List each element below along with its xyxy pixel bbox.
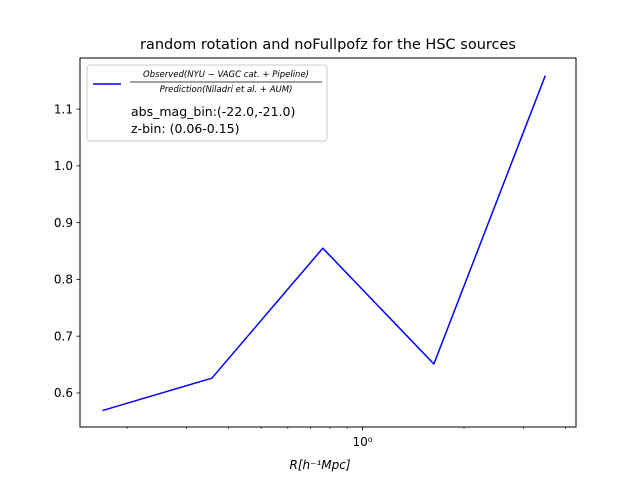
y-tick-label: 0.6	[54, 386, 73, 400]
y-axis: 0.6 0.7 0.8 0.9 1.0 1.1	[54, 102, 80, 400]
legend-annotation-mag-bin: abs_mag_bin:(-22.0,-21.0)	[131, 104, 295, 119]
legend: Observed(NYU − VAGC cat. + Pipeline) Pre…	[86, 64, 328, 142]
legend-frame	[86, 64, 328, 142]
x-axis-label: R[h⁻¹Mpc]	[289, 458, 350, 472]
y-tick-label: 0.9	[54, 216, 73, 230]
y-tick-label: 1.0	[54, 159, 73, 173]
y-tick-label: 0.7	[54, 329, 73, 343]
legend-denominator: Prediction(Niladri et al. + AUM)	[160, 85, 293, 95]
y-tick-label: 0.8	[54, 273, 73, 287]
legend-numerator: Observed(NYU − VAGC cat. + Pipeline)	[143, 70, 309, 80]
plot-area	[102, 75, 546, 412]
x-axis: 10⁰	[126, 427, 566, 449]
x-tick-label: 10⁰	[353, 435, 373, 449]
y-tick-label: 1.1	[54, 102, 73, 116]
chart-title: random rotation and noFullpofz for the H…	[140, 37, 516, 53]
legend-annotation-z-bin: z-bin: (0.06-0.15)	[131, 121, 240, 136]
axes-frame	[79, 57, 577, 428]
